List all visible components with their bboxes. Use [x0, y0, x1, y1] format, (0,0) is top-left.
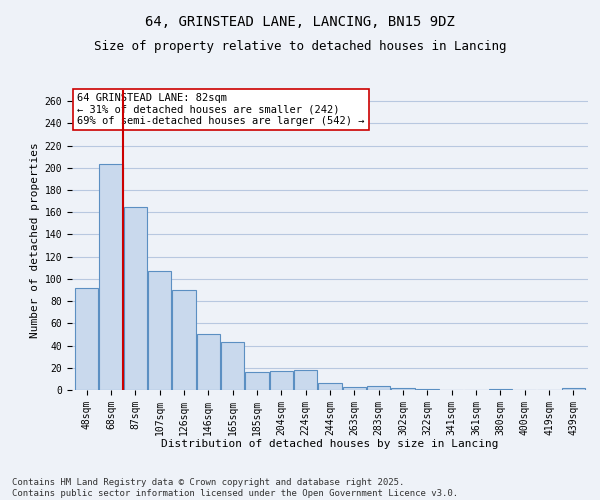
- Bar: [100, 164, 122, 390]
- Text: 64, GRINSTEAD LANE, LANCING, BN15 9DZ: 64, GRINSTEAD LANE, LANCING, BN15 9DZ: [145, 15, 455, 29]
- Bar: [319, 384, 341, 390]
- Bar: [489, 389, 512, 390]
- Bar: [391, 388, 415, 390]
- Bar: [270, 371, 293, 390]
- Bar: [172, 290, 196, 390]
- Bar: [294, 370, 317, 390]
- Text: Size of property relative to detached houses in Lancing: Size of property relative to detached ho…: [94, 40, 506, 53]
- Bar: [124, 206, 147, 390]
- Bar: [562, 388, 585, 390]
- Y-axis label: Number of detached properties: Number of detached properties: [31, 142, 40, 338]
- Bar: [197, 334, 220, 390]
- Bar: [221, 342, 244, 390]
- Bar: [245, 372, 269, 390]
- Bar: [148, 271, 171, 390]
- Bar: [343, 386, 366, 390]
- X-axis label: Distribution of detached houses by size in Lancing: Distribution of detached houses by size …: [161, 439, 499, 449]
- Bar: [75, 288, 98, 390]
- Bar: [367, 386, 390, 390]
- Bar: [416, 389, 439, 390]
- Text: 64 GRINSTEAD LANE: 82sqm
← 31% of detached houses are smaller (242)
69% of semi-: 64 GRINSTEAD LANE: 82sqm ← 31% of detach…: [77, 93, 365, 126]
- Text: Contains HM Land Registry data © Crown copyright and database right 2025.
Contai: Contains HM Land Registry data © Crown c…: [12, 478, 458, 498]
